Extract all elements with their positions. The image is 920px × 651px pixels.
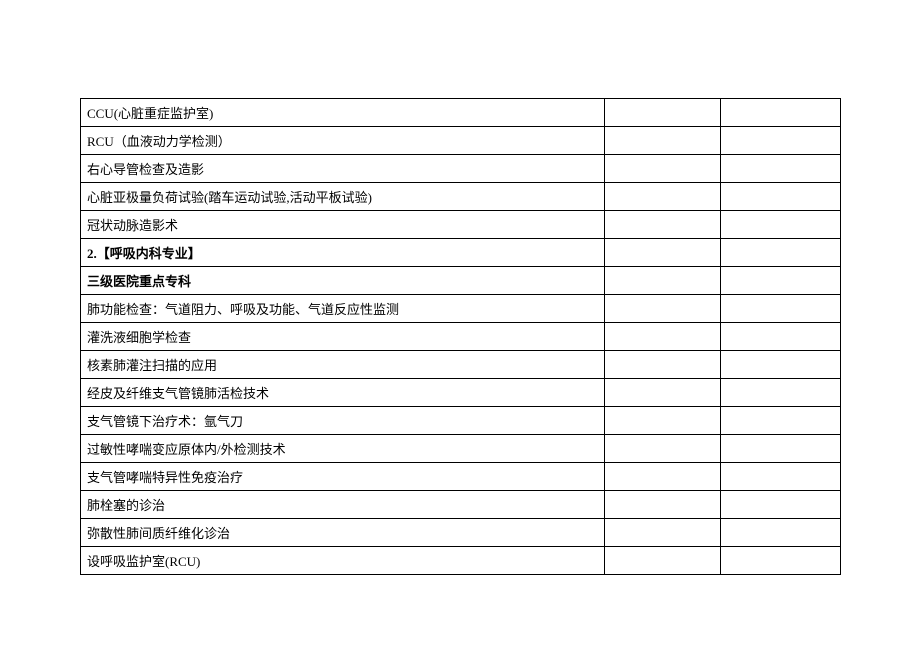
row-col3 <box>721 379 841 407</box>
row-label: 肺功能检查：气道阻力、呼吸及功能、气道反应性监测 <box>81 295 605 323</box>
row-col2 <box>605 323 721 351</box>
row-col3 <box>721 407 841 435</box>
row-col2 <box>605 99 721 127</box>
table-row: 右心导管检查及造影 <box>81 155 841 183</box>
table-row: 肺栓塞的诊治 <box>81 491 841 519</box>
row-col2 <box>605 155 721 183</box>
row-col3 <box>721 435 841 463</box>
row-col2 <box>605 211 721 239</box>
row-label: 经皮及纤维支气管镜肺活检技术 <box>81 379 605 407</box>
table-row: RCU（血液动力学检测） <box>81 127 841 155</box>
table-row: 支气管哮喘特异性免疫治疗 <box>81 463 841 491</box>
table-row: 灌洗液细胞学检查 <box>81 323 841 351</box>
row-col3 <box>721 99 841 127</box>
row-col3 <box>721 127 841 155</box>
row-label: 冠状动脉造影术 <box>81 211 605 239</box>
row-col2 <box>605 239 721 267</box>
row-col3 <box>721 239 841 267</box>
row-col2 <box>605 379 721 407</box>
table-row: 肺功能检查：气道阻力、呼吸及功能、气道反应性监测 <box>81 295 841 323</box>
row-label: 2.【呼吸内科专业】 <box>81 239 605 267</box>
row-col2 <box>605 519 721 547</box>
page: CCU(心脏重症监护室)RCU（血液动力学检测）右心导管检查及造影心脏亚极量负荷… <box>0 0 920 651</box>
row-col2 <box>605 183 721 211</box>
table-row: 设呼吸监护室(RCU) <box>81 547 841 575</box>
row-label: 灌洗液细胞学检查 <box>81 323 605 351</box>
table-row: 冠状动脉造影术 <box>81 211 841 239</box>
row-label: 心脏亚极量负荷试验(踏车运动试验,活动平板试验) <box>81 183 605 211</box>
row-col3 <box>721 267 841 295</box>
row-col3 <box>721 295 841 323</box>
row-label: 过敏性哮喘变应原体内/外检测技术 <box>81 435 605 463</box>
row-label: 肺栓塞的诊治 <box>81 491 605 519</box>
row-label: 三级医院重点专科 <box>81 267 605 295</box>
row-label: 支气管镜下治疗术：氩气刀 <box>81 407 605 435</box>
row-col2 <box>605 407 721 435</box>
specialty-table: CCU(心脏重症监护室)RCU（血液动力学检测）右心导管检查及造影心脏亚极量负荷… <box>80 98 841 575</box>
table-row: 心脏亚极量负荷试验(踏车运动试验,活动平板试验) <box>81 183 841 211</box>
row-label: CCU(心脏重症监护室) <box>81 99 605 127</box>
row-col2 <box>605 127 721 155</box>
row-label: 核素肺灌注扫描的应用 <box>81 351 605 379</box>
row-col3 <box>721 519 841 547</box>
row-col3 <box>721 547 841 575</box>
row-col3 <box>721 155 841 183</box>
row-col3 <box>721 323 841 351</box>
row-col3 <box>721 463 841 491</box>
table-row: 三级医院重点专科 <box>81 267 841 295</box>
row-col2 <box>605 295 721 323</box>
row-label: 右心导管检查及造影 <box>81 155 605 183</box>
table-row: CCU(心脏重症监护室) <box>81 99 841 127</box>
row-col2 <box>605 435 721 463</box>
table-row: 经皮及纤维支气管镜肺活检技术 <box>81 379 841 407</box>
row-label: 设呼吸监护室(RCU) <box>81 547 605 575</box>
row-col2 <box>605 267 721 295</box>
row-col2 <box>605 351 721 379</box>
row-col3 <box>721 183 841 211</box>
table-row: 弥散性肺间质纤维化诊治 <box>81 519 841 547</box>
row-col3 <box>721 491 841 519</box>
table-row: 支气管镜下治疗术：氩气刀 <box>81 407 841 435</box>
row-col2 <box>605 491 721 519</box>
row-col2 <box>605 463 721 491</box>
table-row: 2.【呼吸内科专业】 <box>81 239 841 267</box>
row-label: 支气管哮喘特异性免疫治疗 <box>81 463 605 491</box>
row-label: RCU（血液动力学检测） <box>81 127 605 155</box>
row-col3 <box>721 211 841 239</box>
table-row: 过敏性哮喘变应原体内/外检测技术 <box>81 435 841 463</box>
table-row: 核素肺灌注扫描的应用 <box>81 351 841 379</box>
row-col2 <box>605 547 721 575</box>
row-col3 <box>721 351 841 379</box>
row-label: 弥散性肺间质纤维化诊治 <box>81 519 605 547</box>
